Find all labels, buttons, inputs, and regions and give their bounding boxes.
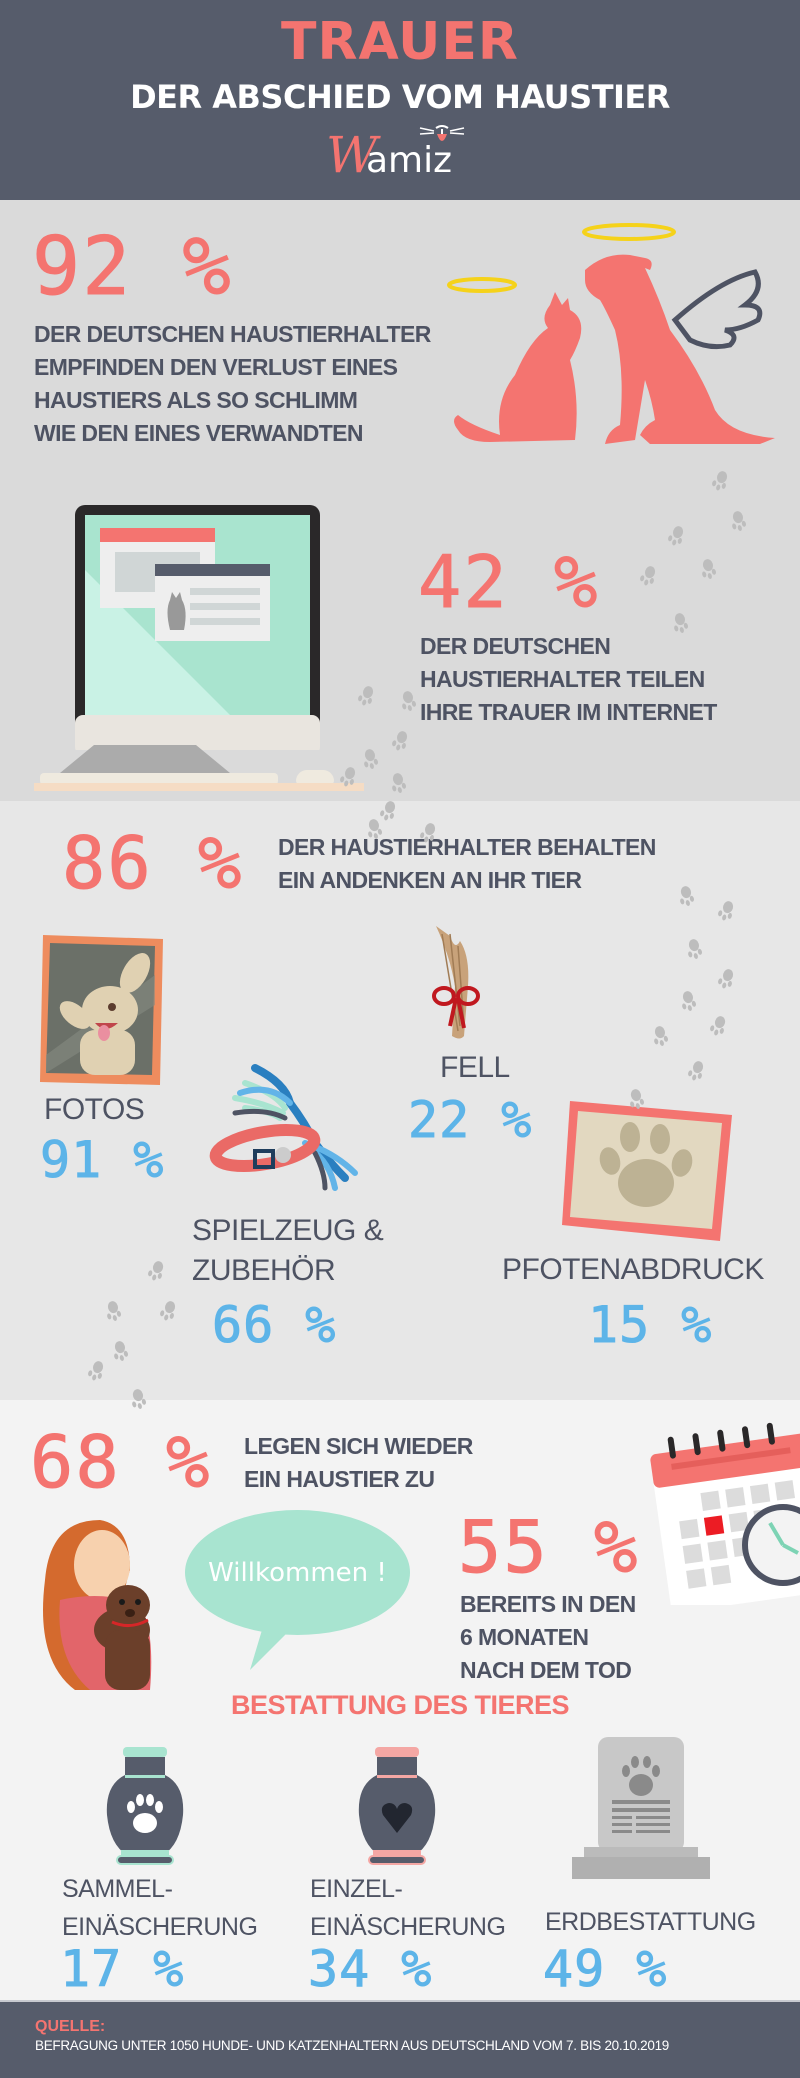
header: TRAUER DER ABSCHIED VOM HAUSTIER W amiz xyxy=(0,0,800,200)
mouse xyxy=(296,770,334,784)
paw-print-icon xyxy=(675,883,698,909)
desk xyxy=(34,783,364,791)
page-subtitle: DER ABSCHIED VOM HAUSTIER xyxy=(130,78,670,116)
paw-print-icon xyxy=(625,1086,648,1112)
pawprint-frame-icon xyxy=(562,1101,732,1241)
paw-print-icon xyxy=(707,1013,730,1039)
sammel-label: SAMMEL- EINÄSCHERUNG xyxy=(62,1875,258,1941)
paw-print-icon xyxy=(669,610,692,636)
paw-print-icon xyxy=(397,688,420,714)
wamiz-logo: W amiz xyxy=(326,125,486,186)
logo-w: W xyxy=(326,126,378,184)
paw-print-icon xyxy=(109,1338,132,1364)
stat-42-text: DER DEUTSCHEN HAUSTIERHALTER TEILEN IHRE… xyxy=(420,633,717,725)
paw-print-icon xyxy=(649,1023,672,1049)
fotos-label: FOTOS xyxy=(44,1093,145,1126)
paw-print-icon xyxy=(715,898,738,924)
stat-68-value: 68 % xyxy=(29,1420,212,1505)
computer-illustration xyxy=(75,505,320,750)
fotos-value: 91 % xyxy=(39,1131,165,1190)
paw-print-icon xyxy=(727,508,750,534)
logo-text: amiz xyxy=(366,140,453,181)
cat-halo-icon xyxy=(447,277,517,293)
source-label: QUELLE: xyxy=(35,2018,106,2035)
stat-55-text: BEREITS IN DEN 6 MONATEN NACH DEM TOD xyxy=(460,1591,636,1683)
paw-print-icon xyxy=(377,798,400,824)
keyboard xyxy=(40,773,278,785)
dog-halo-icon xyxy=(582,223,676,241)
paw-print-icon xyxy=(389,728,412,754)
footer: QUELLE: BEFRAGUNG UNTER 1050 HUNDE- UND … xyxy=(0,2000,800,2078)
paw-print-icon xyxy=(685,1058,708,1084)
paw-print-icon xyxy=(417,820,440,846)
stat-42-value: 42 % xyxy=(417,540,600,625)
paw-print-icon xyxy=(665,523,688,549)
spielzeug-value: 66 % xyxy=(211,1296,337,1355)
stat-92-value: 92 % xyxy=(32,220,233,314)
paw-print-icon xyxy=(683,936,706,962)
collar-toy-icon xyxy=(209,1064,358,1191)
fur-bundle-icon xyxy=(432,926,480,1039)
stat-86-text: DER HAUSTIERHALTER BEHALTEN EIN ANDENKEN… xyxy=(278,834,656,893)
paw-print-icon xyxy=(387,770,410,796)
burial-title: BESTATTUNG DES TIERES xyxy=(230,1690,570,1720)
paw-print-icon xyxy=(677,988,700,1014)
paw-print-icon xyxy=(709,468,732,494)
woman-with-puppy-illustration xyxy=(43,1520,152,1690)
stat-86-value: 86 % xyxy=(61,821,244,906)
wing-icon xyxy=(671,269,763,350)
paw-print-icon xyxy=(355,683,378,709)
speech-bubble-text: Willkommen ! xyxy=(208,1558,387,1588)
calendar-icon xyxy=(650,1422,800,1605)
cat-silhouette xyxy=(454,292,582,442)
erdbestattung-value: 49 % xyxy=(542,1940,668,1999)
erdbestattung-label: ERDBESTATTUNG xyxy=(545,1908,756,1936)
paw-print-icon xyxy=(637,563,660,589)
angel-pets-illustration xyxy=(447,223,775,444)
paw-print-icon xyxy=(157,1298,180,1324)
paw-print-icon xyxy=(337,764,360,790)
dog-silhouette xyxy=(585,254,775,444)
stat-68-text: LEGEN SICH WIEDER EIN HAUSTIER ZU xyxy=(244,1433,473,1492)
stat-92-text: DER DEUTSCHEN HAUSTIERHALTER EMPFINDEN D… xyxy=(34,321,431,446)
urn-paw-icon xyxy=(106,1747,184,1865)
speech-bubble xyxy=(185,1510,410,1635)
cat-icon xyxy=(167,592,186,630)
page-title: TRAUER xyxy=(281,12,519,72)
section-keepsake: 86 % DER HAUSTIERHALTER BEHALTEN EIN AND… xyxy=(0,801,800,1400)
pfotenabdruck-label: PFOTENABDRUCK xyxy=(502,1253,764,1286)
einzel-label: EINZEL- EINÄSCHERUNG xyxy=(310,1875,506,1941)
gravestone-icon xyxy=(572,1737,710,1879)
source-text: BEFRAGUNG UNTER 1050 HUNDE- UND KATZENHA… xyxy=(35,2038,670,2053)
sammel-value: 17 % xyxy=(59,1940,185,1999)
urn-heart-icon xyxy=(358,1747,436,1865)
paw-print-icon xyxy=(145,1258,168,1284)
stat-55-value: 55 % xyxy=(457,1505,640,1590)
paw-print-icon xyxy=(85,1358,108,1384)
monitor-stand xyxy=(60,745,230,773)
pfotenabdruck-value: 15 % xyxy=(587,1296,713,1355)
paw-print-icon xyxy=(363,816,386,842)
cat-whiskers-icon xyxy=(419,125,465,141)
paw-print-icon xyxy=(359,746,382,772)
fell-label: FELL xyxy=(440,1051,510,1084)
photo-frame-icon xyxy=(40,935,163,1085)
paw-print-icon xyxy=(102,1298,125,1324)
paw-print-icon xyxy=(697,556,720,582)
fell-value: 22 % xyxy=(407,1091,533,1150)
spielzeug-label: SPIELZEUG & ZUBEHÖR xyxy=(192,1214,384,1287)
paw-print-icon xyxy=(715,966,738,992)
section-new-pet-burial: 68 % LEGEN SICH WIEDER EIN HAUSTIER ZU xyxy=(0,1400,800,2000)
section-grief-internet: 92 % DER DEUTSCHEN HAUSTIERHALTER EMPFIN… xyxy=(0,200,800,801)
einzel-value: 34 % xyxy=(307,1940,433,1999)
paw-print-icon xyxy=(127,1386,150,1412)
